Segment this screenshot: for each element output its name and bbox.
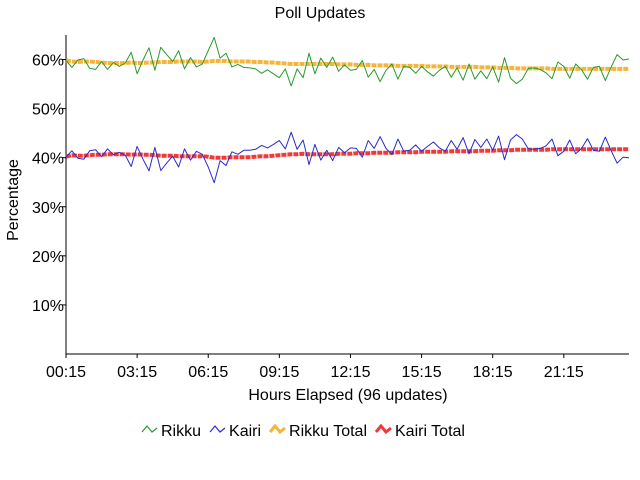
x-axis-label: Hours Elapsed (96 updates)	[248, 387, 447, 404]
legend: Rikku Kairi Rikku Total Kairi Total	[141, 423, 465, 440]
x-tick-label: 03:15	[117, 364, 157, 381]
y-tick-label: 60%	[32, 53, 64, 70]
axes: 10% 20% 30% 40% 50% 60% 00:15 03:15 06:15 09:15 12…	[32, 35, 629, 381]
y-tick-label: 10%	[32, 298, 64, 315]
legend-label-rikku-total: Rikku Total	[289, 423, 367, 440]
x-tick-label: 21:15	[544, 364, 584, 381]
series-layer	[65, 37, 630, 184]
legend-swatch-kairi	[209, 425, 226, 433]
legend-swatch-rikku-total	[268, 423, 286, 435]
y-tick-label: 20%	[32, 249, 64, 266]
x-tick-label: 15:15	[402, 364, 442, 381]
x-tick-label: 18:15	[473, 364, 513, 381]
legend-swatch-kairi-total	[374, 423, 392, 435]
x-tick-label: 12:15	[330, 364, 370, 381]
legend-label-kairi: Kairi	[229, 423, 261, 440]
legend-label-kairi-total: Kairi Total	[395, 423, 465, 440]
chart-title: Poll Updates	[275, 5, 366, 22]
legend-label-rikku: Rikku	[161, 423, 201, 440]
y-tick-label: 40%	[32, 151, 64, 168]
x-tick-label: 09:15	[259, 364, 299, 381]
legend-swatch-rikku	[141, 425, 158, 433]
series-line-kairi	[65, 131, 630, 184]
series-line-kairi-total	[65, 147, 629, 160]
x-tick-label: 06:15	[188, 364, 228, 381]
y-tick-label: 30%	[32, 200, 64, 217]
y-axis-label: Percentage	[5, 159, 22, 241]
y-tick-label: 50%	[32, 102, 64, 119]
x-tick-label: 00:15	[46, 364, 86, 381]
series-line-rikku	[65, 37, 630, 87]
